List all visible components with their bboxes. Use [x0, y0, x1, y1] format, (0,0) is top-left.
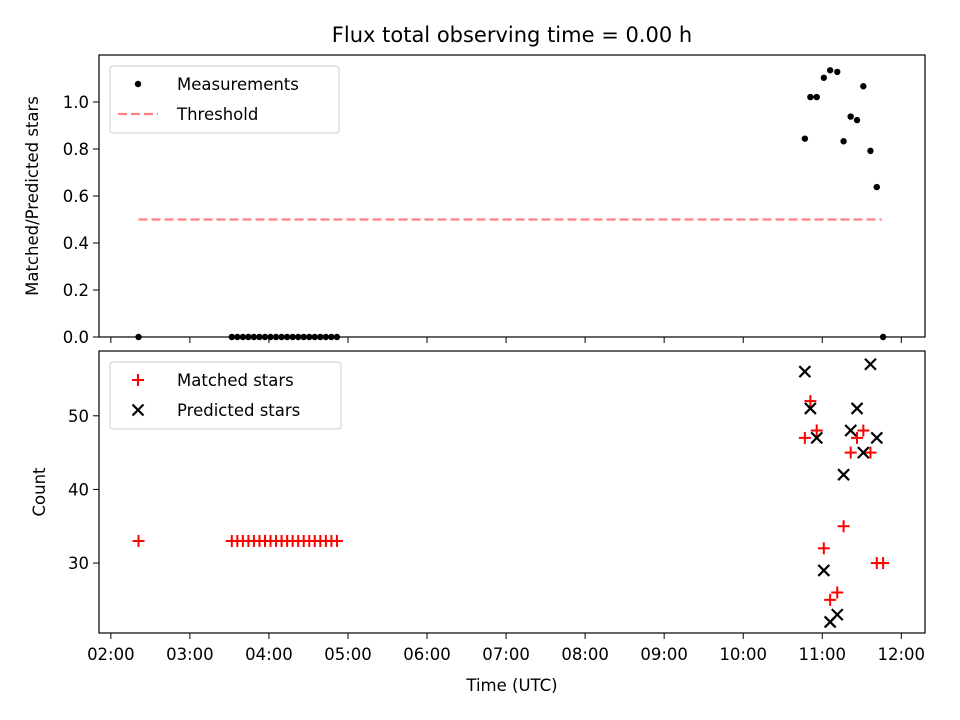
y-tick-label: 1.0: [63, 93, 89, 112]
y-tick-label: 0.8: [63, 140, 89, 159]
figure-title: Flux total observing time = 0.00 h: [332, 23, 692, 47]
predicted-star-point: [857, 446, 870, 459]
x-axis-label: Time (UTC): [465, 676, 557, 695]
x-tick-label: 10:00: [719, 645, 767, 664]
predicted-star-point: [864, 357, 877, 371]
bottom-plot: 02:00 03:00 04:00 05:00 06:00 07:00 08:00 09:00…: [30, 350, 926, 695]
y-tick-label: 40: [68, 480, 89, 499]
legend-box: [109, 361, 342, 430]
matched-star-point: [824, 593, 837, 606]
predicted-star-point: [131, 403, 145, 417]
measurement-point: [801, 135, 809, 142]
matched-star-point: [877, 557, 890, 570]
top-plot: 0.0 0.2 0.4 0.6 0.8 1.0 Matched/Predicted star…: [23, 54, 926, 347]
predicted-star-point: [850, 402, 864, 415]
legend-box: [109, 65, 340, 134]
predicted-star-point: [798, 365, 812, 378]
measurement-point: [873, 183, 880, 191]
legend-label: Threshold: [176, 105, 258, 124]
measurement-point: [813, 93, 820, 101]
predicted-star-point: [870, 431, 884, 445]
matched-star-point: [837, 520, 850, 533]
y-axis-label: Count: [30, 467, 49, 517]
measurement-point: [847, 113, 854, 120]
plot-frame: [98, 350, 926, 634]
measurement-point: [826, 67, 834, 74]
matched-star-point: [810, 424, 823, 437]
matched-star-point: [132, 534, 145, 547]
x-stroke-b: [810, 431, 823, 445]
predicted-star-point: [844, 424, 857, 437]
x-tick-label: 07:00: [482, 645, 530, 664]
y-tick-label: 30: [68, 554, 89, 573]
x-stroke-b: [844, 424, 857, 437]
y-tick-label: 0.0: [63, 328, 89, 347]
x-stroke-b: [817, 564, 831, 577]
plot-frame: [98, 54, 926, 338]
matched-star-point: [831, 586, 844, 599]
y-axis-label: Matched/Predicted stars: [23, 96, 42, 296]
matched-star-point: [864, 446, 877, 459]
measurement-point: [834, 68, 841, 76]
legend-label: Matched stars: [177, 371, 294, 390]
legend-label: Measurements: [177, 75, 299, 94]
matched-star-point: [817, 542, 830, 555]
x-tick-label: 11:00: [798, 645, 846, 664]
measurement-point: [820, 74, 828, 81]
x-stroke-b: [830, 608, 844, 621]
predicted-star-point: [810, 431, 823, 445]
matched-star-point: [798, 431, 811, 444]
measurement-point: [840, 138, 847, 145]
x-stroke-b: [804, 402, 817, 415]
x-stroke-b: [131, 403, 145, 417]
x-stroke-b: [850, 402, 864, 415]
x-stroke-b: [798, 365, 812, 378]
y-tick-label: 50: [68, 407, 89, 426]
measurement-point: [853, 116, 861, 124]
matched-star-point: [857, 424, 870, 437]
x-stroke-b: [837, 468, 850, 481]
predicted-star-point: [837, 468, 850, 481]
x-tick-label: 09:00: [640, 645, 688, 664]
x-stroke-b: [857, 446, 870, 459]
matched-star-point: [132, 374, 144, 386]
legend: Measurements Threshold: [109, 65, 340, 134]
matched-star-point: [844, 446, 857, 459]
legend-dot-icon: [134, 80, 142, 88]
measurement-point: [860, 83, 867, 90]
matched-star-point: [851, 431, 864, 444]
measurement-point: [807, 93, 814, 101]
x-stroke-b: [870, 431, 884, 445]
x-tick-label: 12:00: [878, 645, 926, 664]
y-tick-label: 0.2: [63, 281, 89, 300]
x-tick-label: 04:00: [245, 645, 293, 664]
matched-star-point: [330, 534, 343, 547]
y-tick-label: 0.6: [63, 187, 89, 206]
x-tick-label: 08:00: [561, 645, 609, 664]
predicted-star-point: [830, 608, 844, 621]
x-tick-label: 02:00: [87, 645, 135, 664]
legend-label: Predicted stars: [177, 401, 300, 420]
x-tick-label: 03:00: [166, 645, 214, 664]
legend: Matched stars Predicted stars: [109, 361, 342, 430]
predicted-star-point: [804, 402, 817, 415]
measurement-point: [867, 147, 874, 155]
matched-star-point: [804, 395, 817, 408]
predicted-star-point: [817, 564, 831, 577]
x-tick-label: 05:00: [324, 645, 372, 664]
y-tick-label: 0.4: [63, 234, 89, 253]
x-stroke-b: [864, 357, 877, 371]
x-tick-label: 06:00: [403, 645, 451, 664]
